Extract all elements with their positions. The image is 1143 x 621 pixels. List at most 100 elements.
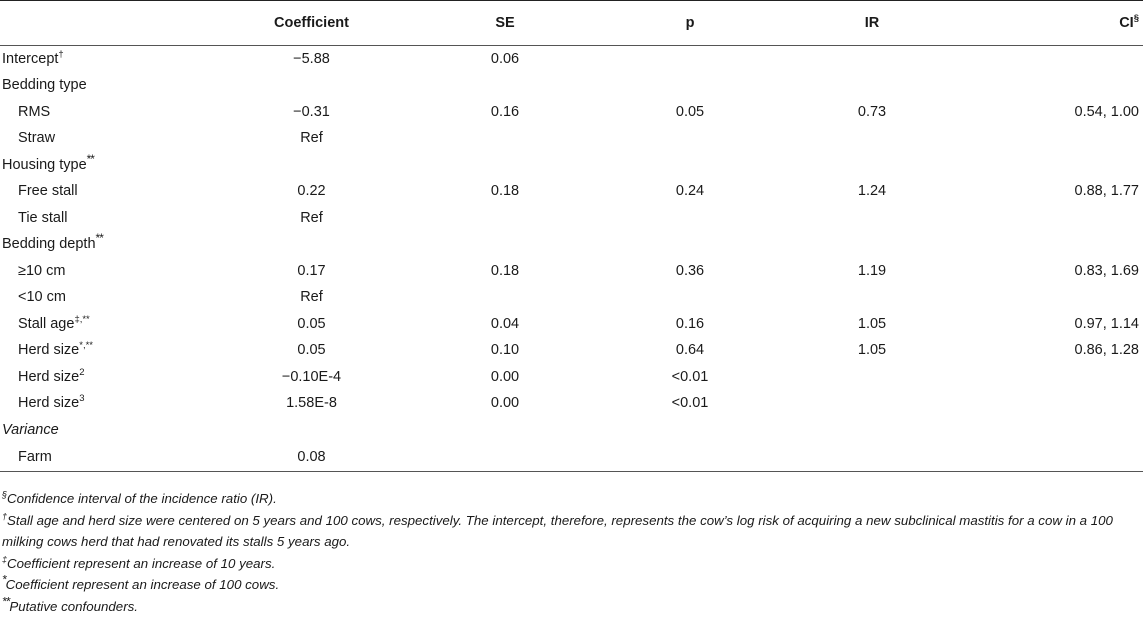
p-cell: <0.01 xyxy=(671,368,709,385)
table-row: Straw Ref xyxy=(0,125,1143,152)
coef-cell: 0.05 xyxy=(297,315,326,332)
ci-cell xyxy=(961,364,1143,391)
ci-cell: 0.97, 1.14 xyxy=(1074,315,1140,332)
footnote-mark: † xyxy=(58,49,64,61)
se-cell: 0.18 xyxy=(490,183,520,200)
table-row: Bedding depth** xyxy=(0,231,1143,258)
ci-cell: 0.86, 1.28 xyxy=(1074,342,1140,359)
se-cell: 0.04 xyxy=(490,315,520,332)
p-cell xyxy=(597,72,783,99)
row-label: <10 cm xyxy=(18,289,66,306)
p-cell: 0.16 xyxy=(675,315,705,332)
se-cell: 0.06 xyxy=(490,51,520,67)
footnote-mark: *,** xyxy=(79,340,93,352)
ci-cell xyxy=(961,417,1143,444)
se-cell xyxy=(413,443,597,471)
table-row: Farm 0.08 xyxy=(0,443,1143,471)
p-cell xyxy=(597,125,783,152)
ir-cell xyxy=(783,443,961,471)
p-cell xyxy=(597,231,783,258)
p-cell xyxy=(597,205,783,232)
row-label: Stall age‡,** xyxy=(0,311,210,338)
table-row: <10 cm Ref xyxy=(0,284,1143,311)
row-label: RMS xyxy=(18,103,51,120)
row-label: Bedding depth** xyxy=(0,231,210,258)
row-label: Housing type** xyxy=(0,152,210,179)
header-ci-mark: § xyxy=(1133,13,1139,25)
coef-cell: 0.17 xyxy=(297,262,326,279)
ci-cell: 0.83, 1.69 xyxy=(1074,262,1140,279)
footnote-mark: ** xyxy=(86,151,95,166)
ci-cell xyxy=(961,284,1143,311)
row-label: Herd size2 xyxy=(0,364,210,391)
header-ir: IR xyxy=(864,15,880,31)
table-row: Variance xyxy=(0,417,1143,444)
ir-cell: 0.73 xyxy=(857,103,887,120)
se-cell xyxy=(413,205,597,232)
ir-cell xyxy=(783,364,961,391)
ir-cell xyxy=(783,284,961,311)
footnote-mark: ** xyxy=(2,594,10,609)
row-label: Herd size3 xyxy=(0,390,210,417)
ir-cell xyxy=(783,417,961,444)
row-label-text: Herd size xyxy=(18,342,80,359)
footnote-mark: ‡ xyxy=(2,554,8,565)
table-row: RMS −0.31 0.16 0.05 0.73 0.54, 1.00 xyxy=(0,99,1143,126)
footnote-mark: † xyxy=(2,511,8,522)
footnote-text: Stall age and herd size were centered on… xyxy=(2,512,1113,550)
coef-cell: −5.88 xyxy=(293,51,330,67)
p-cell xyxy=(597,152,783,179)
coef-cell: Ref xyxy=(300,130,323,147)
row-label: Straw xyxy=(18,130,56,147)
table-row: Stall age‡,** 0.05 0.04 0.16 1.05 0.97, … xyxy=(0,311,1143,338)
p-cell xyxy=(597,443,783,471)
table-footnotes: §Confidence interval of the incidence ra… xyxy=(0,488,1140,617)
p-cell: 0.24 xyxy=(675,183,705,200)
row-label: Farm xyxy=(18,448,52,465)
se-cell xyxy=(413,125,597,152)
row-label: Variance xyxy=(2,421,59,438)
se-cell xyxy=(413,72,597,99)
table-row: Intercept† −5.88 0.06 xyxy=(0,46,1143,73)
row-label: ≥10 cm xyxy=(18,262,66,279)
ci-cell xyxy=(961,72,1143,99)
p-cell: 0.05 xyxy=(675,103,705,120)
ci-cell xyxy=(961,46,1143,73)
coef-cell: 1.58E-8 xyxy=(286,395,337,412)
exponent-mark: 3 xyxy=(79,393,85,405)
ci-cell xyxy=(961,390,1143,417)
ci-cell xyxy=(961,443,1143,471)
ir-cell xyxy=(783,152,961,179)
table-row: Housing type** xyxy=(0,152,1143,179)
header-row: Coefficient SE p IR CI§ xyxy=(0,0,1143,46)
footnote: **Putative confounders. xyxy=(0,594,1140,618)
coef-cell: Ref xyxy=(300,209,323,226)
row-label-text: Herd size xyxy=(18,368,80,385)
table-row: Free stall 0.22 0.18 0.24 1.24 0.88, 1.7… xyxy=(0,178,1143,205)
se-cell xyxy=(413,152,597,179)
header-ci: CI§ xyxy=(961,1,1143,46)
ir-cell xyxy=(783,205,961,232)
coef-cell: −0.31 xyxy=(293,103,330,120)
se-cell: 0.18 xyxy=(490,262,520,279)
coef-cell: 0.08 xyxy=(297,448,326,465)
footnote-text: Coefficient represent an increase of 10 … xyxy=(7,555,276,571)
footnote-text: Confidence interval of the incidence rat… xyxy=(7,491,277,506)
ir-cell: 1.24 xyxy=(857,183,887,200)
se-cell: 0.10 xyxy=(490,342,520,359)
ir-cell xyxy=(783,46,961,73)
row-label: Tie stall xyxy=(18,209,68,226)
se-cell xyxy=(413,417,597,444)
exponent-mark: 2 xyxy=(79,366,85,378)
table-row: Bedding type xyxy=(0,72,1143,99)
table-row: ≥10 cm 0.17 0.18 0.36 1.19 0.83, 1.69 xyxy=(0,258,1143,285)
p-cell xyxy=(597,417,783,444)
row-label-text: Herd size xyxy=(18,395,80,412)
ci-cell: 0.88, 1.77 xyxy=(1074,183,1140,200)
row-label: Free stall xyxy=(18,183,78,200)
ci-cell xyxy=(961,205,1143,232)
se-cell: 0.00 xyxy=(490,395,520,412)
se-cell xyxy=(413,284,597,311)
ci-cell xyxy=(961,125,1143,152)
coef-cell xyxy=(210,231,413,258)
